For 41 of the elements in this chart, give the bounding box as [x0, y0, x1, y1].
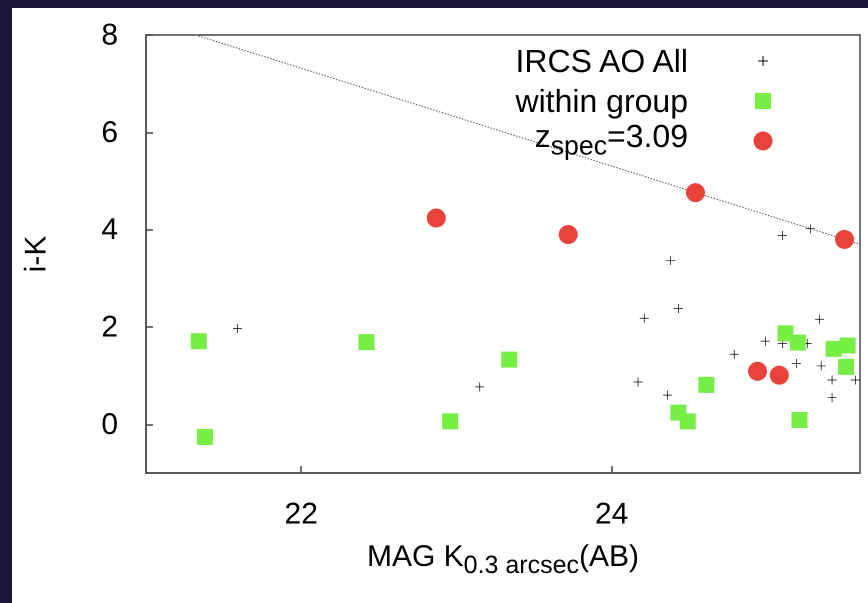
point	[698, 376, 714, 393]
point	[777, 325, 794, 342]
point	[778, 231, 787, 240]
point	[674, 304, 683, 314]
point	[196, 428, 213, 445]
point	[442, 413, 458, 430]
y-axis-title: i-K	[20, 236, 52, 272]
point	[190, 333, 207, 350]
point	[358, 334, 374, 350]
point	[828, 393, 837, 402]
point	[634, 377, 643, 386]
point	[791, 412, 808, 428]
y-tick-label: 8	[101, 18, 118, 52]
point	[850, 376, 860, 385]
legend-label: within group	[515, 83, 688, 119]
point	[680, 413, 696, 430]
legend-label: z$_{spec}$=3.09	[534, 118, 688, 163]
y-tick-label: 6	[101, 116, 118, 149]
point	[790, 334, 806, 351]
point	[835, 230, 854, 249]
point	[501, 352, 518, 368]
point	[826, 340, 842, 357]
y-tick-label: 4	[101, 213, 118, 246]
point	[770, 366, 789, 385]
x-axis-title: MAG K$_{0.3 arcsec}$(AB)	[366, 540, 640, 580]
x-tick-label: 22	[284, 498, 318, 530]
point	[686, 183, 705, 202]
point	[233, 324, 242, 333]
legend-label: IRCS AO All	[516, 43, 688, 79]
point	[748, 362, 768, 381]
point	[426, 208, 446, 228]
point	[840, 337, 856, 354]
x-tick-label: 24	[594, 498, 628, 530]
point	[663, 390, 672, 400]
y-tick-label: 0	[101, 408, 118, 441]
y-tick-label: 2	[101, 310, 118, 344]
point	[558, 225, 578, 244]
point	[816, 361, 826, 370]
point	[838, 358, 854, 375]
point	[792, 359, 801, 368]
point	[828, 376, 837, 385]
